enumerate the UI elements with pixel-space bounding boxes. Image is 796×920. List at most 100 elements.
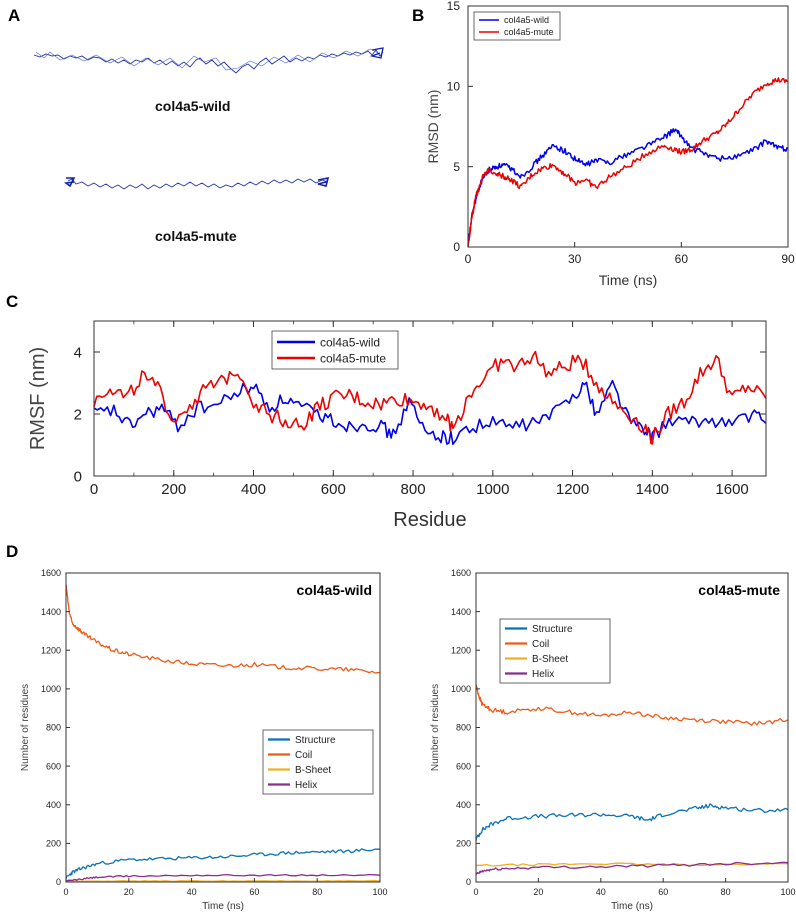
- y-tick-label-d-left: 800: [46, 723, 61, 733]
- series-line-c-col4a5-mute: [93, 350, 767, 445]
- panel-label-c: C: [6, 292, 19, 311]
- x-tick-label-b: 90: [781, 252, 795, 266]
- x-tick-label-c: 1200: [556, 481, 589, 498]
- x-tick-label-d-right: 60: [658, 887, 668, 897]
- x-tick-label-d-left: 60: [249, 887, 259, 897]
- y-tick-label-d-right: 0: [466, 877, 471, 887]
- x-tick-label-b: 30: [568, 252, 582, 266]
- legend-box-d-left: [262, 729, 374, 795]
- x-axis-label-b: Time (ns): [599, 272, 658, 288]
- legend-box-d-right: [499, 618, 611, 684]
- legend-label-d-right-structure: Structure: [532, 624, 573, 635]
- panel-label-b: B: [412, 6, 425, 25]
- legend-label-d-right-coil: Coil: [532, 639, 549, 650]
- series-line-d-right-b-sheet: [476, 862, 789, 867]
- molecule-mute: [67, 178, 329, 190]
- y-tick-label-c: 4: [74, 344, 82, 361]
- panel-label-a: A: [8, 6, 21, 25]
- y-tick-label-d-right: 600: [456, 761, 471, 771]
- x-tick-label-d-right: 0: [473, 887, 478, 897]
- chart-title-d-left: col4a5-wild: [297, 582, 372, 598]
- legend-label-c-col4a5-mute: col4a5-mute: [320, 351, 386, 365]
- y-tick-label-d-left: 0: [56, 877, 61, 887]
- y-tick-label-d-right: 1200: [451, 645, 471, 655]
- molecule-wild-end-right: [369, 47, 384, 59]
- legend-box-c: [271, 330, 399, 370]
- y-tick-label-d-right: 200: [456, 839, 471, 849]
- chart-title-d-right: col4a5-mute: [698, 582, 780, 598]
- legend-label-d-left-helix: Helix: [295, 780, 317, 791]
- x-axis-label-d-left: Time (ns): [202, 901, 244, 912]
- molecule-mute-end-right: [317, 176, 330, 187]
- legend-label-c-col4a5-wild: col4a5-wild: [320, 335, 380, 349]
- legend-label-d-left-coil: Coil: [295, 750, 312, 761]
- series-line-d-left-b-sheet: [65, 880, 381, 882]
- x-tick-label-d-left: 100: [372, 887, 387, 897]
- y-tick-label-d-left: 600: [46, 761, 61, 771]
- molecule-mute-end-left: [63, 177, 76, 188]
- molecule-wild-texture: [35, 48, 381, 71]
- y-tick-label-d-right: 400: [456, 800, 471, 810]
- y-tick-label-d-right: 1400: [451, 607, 471, 617]
- molecule-wild: [33, 49, 384, 74]
- y-tick-label-d-right: 1000: [451, 684, 471, 694]
- y-tick-label-d-right: 1600: [451, 568, 471, 578]
- legend-box-b: [473, 11, 561, 41]
- x-tick-label-c: 1600: [715, 481, 748, 498]
- legend-label-b-col4a5-mute: col4a5-mute: [504, 27, 554, 37]
- y-tick-label-b: 15: [447, 0, 461, 13]
- legend-label-d-right-helix: Helix: [532, 669, 554, 680]
- series-line-d-left-coil: [65, 584, 381, 674]
- series-line-d-right-helix: [475, 861, 789, 875]
- label-col4a5-wild: col4a5-wild: [155, 98, 231, 114]
- y-tick-label-d-left: 1400: [41, 607, 61, 617]
- legend-label-d-left-b-sheet: B-Sheet: [295, 765, 331, 776]
- y-tick-label-c: 2: [74, 406, 82, 423]
- x-tick-label-c: 400: [241, 481, 266, 498]
- x-axis-label-d-right: Time (ns): [611, 901, 653, 912]
- panel-label-d: D: [6, 542, 19, 561]
- series-line-b-col4a5-wild: [467, 128, 789, 245]
- y-tick-label-b: 0: [453, 240, 460, 254]
- y-axis-label-b: RMSD (nm): [425, 90, 441, 164]
- series-line-d-right-structure: [475, 803, 789, 841]
- x-tick-label-c: 600: [321, 481, 346, 498]
- legend-label-d-left-structure: Structure: [295, 735, 336, 746]
- x-tick-label-b: 0: [465, 252, 472, 266]
- x-tick-label-c: 1000: [476, 481, 509, 498]
- x-tick-label-d-left: 80: [312, 887, 322, 897]
- y-tick-label-d-left: 400: [46, 800, 61, 810]
- x-tick-label-c: 1400: [636, 481, 669, 498]
- label-col4a5-mute: col4a5-mute: [155, 228, 237, 244]
- legend-label-d-right-b-sheet: B-Sheet: [532, 654, 568, 665]
- y-tick-label-c: 0: [74, 468, 82, 485]
- series-line-d-left-helix: [65, 873, 381, 882]
- x-tick-label-b: 60: [675, 252, 689, 266]
- series-line-d-left-structure: [65, 848, 381, 880]
- x-tick-label-d-left: 40: [187, 887, 197, 897]
- x-tick-label-d-right: 80: [721, 887, 731, 897]
- x-tick-label-c: 200: [161, 481, 186, 498]
- x-tick-label-d-right: 100: [780, 887, 795, 897]
- y-axis-label-d-left: Number of residues: [20, 684, 31, 771]
- series-line-d-right-coil: [475, 684, 789, 726]
- y-tick-label-d-left: 1200: [41, 645, 61, 655]
- plot-frame-b: [467, 5, 789, 248]
- x-tick-label-c: 800: [401, 481, 426, 498]
- y-axis-label-d-right: Number of residues: [430, 684, 441, 771]
- series-line-b-col4a5-mute: [467, 77, 789, 248]
- x-tick-label-d-left: 20: [124, 887, 134, 897]
- y-tick-label-b: 10: [447, 80, 461, 94]
- y-tick-label-d-right: 800: [456, 723, 471, 733]
- series-line-c-col4a5-wild: [93, 379, 767, 445]
- x-tick-label-d-right: 40: [596, 887, 606, 897]
- y-tick-label-d-left: 1600: [41, 568, 61, 578]
- x-axis-label-c: Residue: [393, 509, 466, 531]
- legend-label-b-col4a5-wild: col4a5-wild: [504, 15, 549, 25]
- y-tick-label-d-left: 1000: [41, 684, 61, 694]
